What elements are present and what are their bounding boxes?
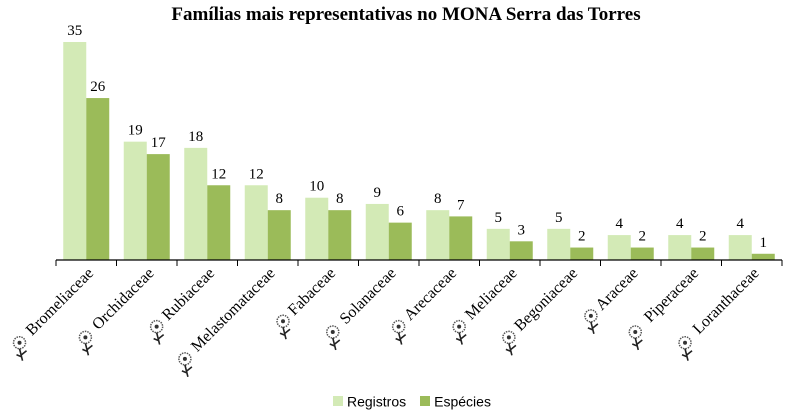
flower-icon [149, 319, 165, 345]
flower-icon [628, 325, 643, 351]
flower-icon [502, 330, 517, 356]
bar-registros [244, 185, 268, 260]
data-label: 9 [374, 185, 382, 201]
category-label: Rubiaceae [159, 265, 218, 324]
legend-swatch-registros [333, 396, 343, 407]
bar-registros [607, 235, 631, 260]
flower-icon [452, 319, 467, 345]
data-label: 6 [397, 204, 405, 220]
bar-registros [486, 228, 510, 260]
data-label: 35 [67, 23, 82, 39]
bar-espécies [449, 216, 473, 260]
bar-registros [426, 210, 450, 260]
bar-espécies [509, 241, 533, 260]
bar-espécies [388, 222, 412, 260]
data-label: 18 [188, 129, 203, 145]
flower-icon [78, 330, 93, 356]
chart-title: Famílias mais representativas no MONA Se… [171, 4, 641, 25]
category-label: Solanaceae [337, 265, 400, 328]
flower-icon [326, 325, 341, 351]
bar-registros [63, 42, 87, 260]
data-label: 7 [457, 197, 465, 213]
category-label: Arecaceae [401, 265, 460, 324]
bar-registros [547, 228, 571, 260]
data-label: 3 [518, 222, 526, 238]
flower-icon [178, 352, 193, 378]
data-label: 5 [495, 210, 503, 226]
legend-label-registros: Registros [347, 393, 407, 410]
data-label: 4 [737, 216, 745, 232]
data-label: 10 [309, 179, 324, 195]
legend-swatch-especies [420, 396, 431, 407]
category-label: Orchidaceae [89, 265, 158, 334]
bar-registros [123, 141, 147, 260]
category-label: Bromeliaceae [23, 265, 97, 339]
legend: Registros Espécies [333, 392, 491, 409]
data-label: 17 [151, 135, 167, 151]
bar-espécies [86, 98, 110, 260]
bar-registros [668, 235, 692, 260]
bar-espécies [207, 185, 231, 260]
data-label: 12 [249, 166, 264, 182]
bar-registros [365, 203, 389, 260]
category-label: Araceae [593, 265, 642, 314]
flower-icon [276, 314, 291, 340]
bar-registros [728, 235, 752, 260]
data-label: 4 [676, 216, 684, 232]
data-label: 4 [616, 216, 624, 232]
category-label: Begoniaceae [511, 265, 581, 335]
flower-icon [678, 335, 693, 361]
category-label: Piperaceae [641, 265, 702, 326]
bar-espécies [691, 247, 715, 260]
legend-item-especies: Espécies [420, 392, 491, 409]
legend-item-registros: Registros [333, 392, 406, 409]
flower-icon [391, 319, 407, 345]
data-label: 8 [434, 191, 442, 207]
bar-espécies [328, 210, 352, 260]
data-label: 2 [639, 229, 647, 245]
legend-label-especies: Espécies [434, 393, 491, 410]
bar-registros [305, 197, 329, 260]
bar-espécies [267, 210, 291, 260]
category-label: Meliaceae [462, 265, 521, 324]
bar-espécies [146, 154, 170, 260]
data-label: 8 [276, 191, 284, 207]
data-label: 1 [760, 235, 768, 251]
bar-espécies [751, 253, 775, 260]
flower-icon [12, 335, 28, 361]
data-label: 2 [699, 229, 707, 245]
data-label: 2 [578, 229, 586, 245]
data-label: 5 [555, 210, 563, 226]
data-label: 19 [128, 123, 143, 139]
category-label: Fabaceae [285, 265, 339, 319]
bar-espécies [570, 247, 594, 260]
bar-registros [184, 147, 208, 260]
data-label: 12 [211, 166, 226, 182]
data-label: 8 [336, 191, 344, 207]
data-label: 26 [90, 79, 106, 95]
flower-icon [584, 309, 599, 335]
bar-espécies [630, 247, 654, 260]
